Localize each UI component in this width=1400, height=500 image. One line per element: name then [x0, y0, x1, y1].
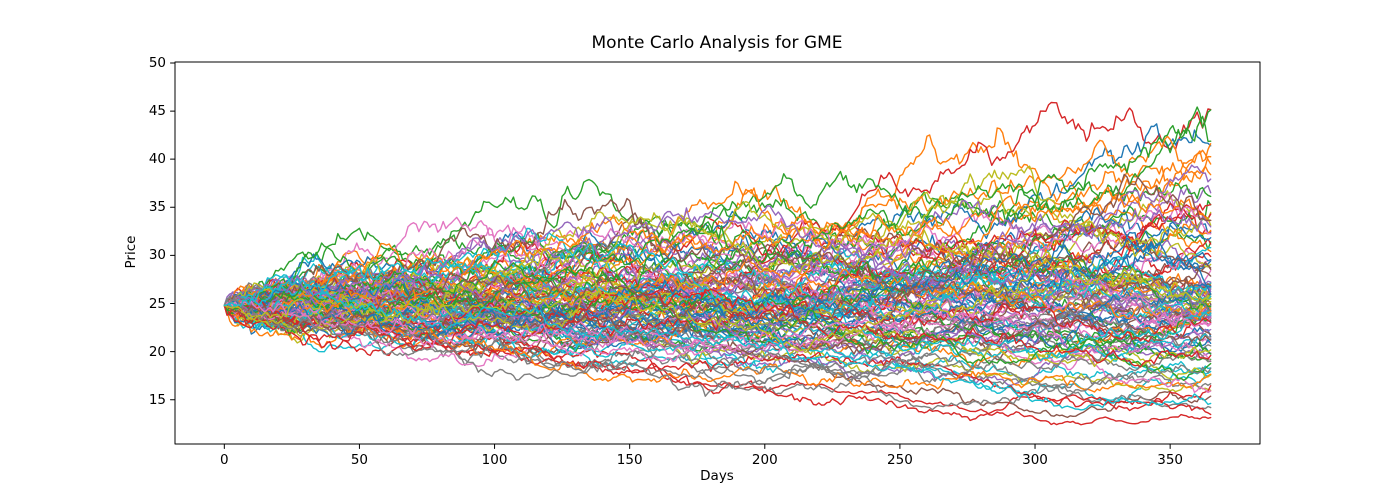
y-tick-label: 20	[148, 343, 166, 360]
y-tick-label: 50	[148, 54, 166, 71]
y-tick-label: 45	[148, 103, 166, 120]
x-tick-label: 50	[350, 452, 369, 468]
x-tick-label: 200	[751, 452, 778, 468]
x-tick-label: 350	[1157, 452, 1184, 468]
x-tick-label: 300	[1022, 452, 1048, 468]
x-tick-label: 100	[481, 452, 508, 468]
x-tick-label: 0	[220, 452, 229, 468]
x-tick-label: 250	[887, 452, 913, 468]
y-axis-label: Price	[123, 235, 139, 269]
chart-title: Monte Carlo Analysis for GME	[591, 33, 843, 53]
y-tick-label: 15	[148, 391, 166, 408]
y-tick-label: 30	[148, 247, 166, 264]
x-axis-label: Days	[700, 468, 734, 484]
y-tick-label: 40	[148, 151, 166, 168]
y-tick-label: 35	[148, 199, 166, 216]
x-tick-label: 150	[616, 452, 643, 468]
y-tick-label: 25	[148, 295, 166, 312]
